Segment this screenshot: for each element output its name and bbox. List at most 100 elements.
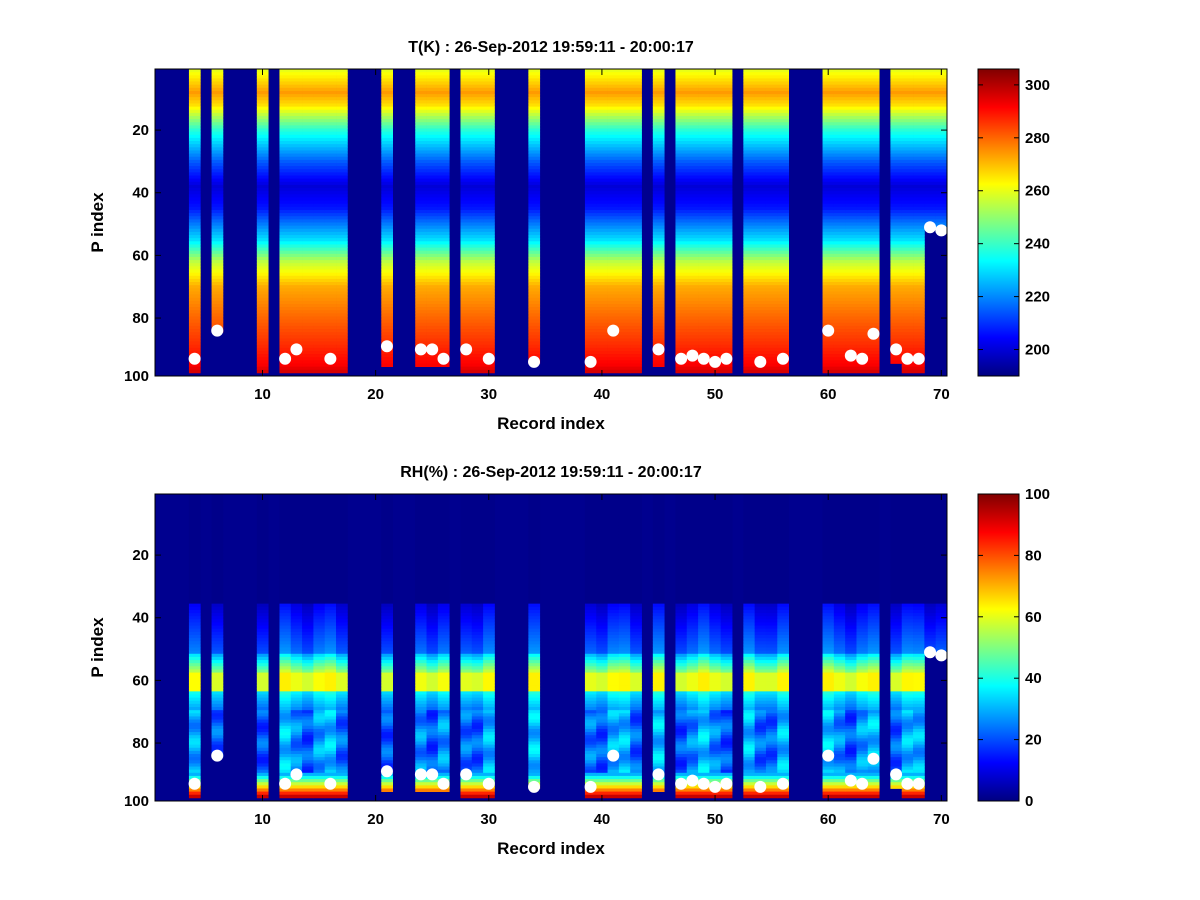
heatmap-cell	[302, 272, 314, 277]
heatmap-cell	[324, 90, 337, 95]
heatmap-cell	[698, 250, 710, 255]
heatmap-cell	[652, 250, 665, 255]
heatmap-cell	[302, 222, 314, 227]
heatmap-cell	[188, 616, 201, 620]
marker-point	[460, 343, 473, 356]
heatmap-cell	[188, 732, 201, 736]
heatmap-cell	[777, 144, 789, 148]
heatmap-cell	[381, 178, 393, 183]
heatmap-cell	[618, 303, 631, 308]
heatmap-cell	[935, 213, 947, 217]
heatmap-cell	[336, 672, 348, 677]
heatmap-cell	[381, 169, 393, 173]
heatmap-cell	[675, 231, 688, 236]
heatmap-cell	[652, 122, 665, 126]
heatmap-cell	[256, 575, 269, 579]
heatmap-cell	[913, 278, 925, 283]
heatmap-cell	[483, 260, 495, 264]
heatmap-cell	[437, 159, 450, 164]
profile-column	[471, 69, 484, 374]
heatmap-cell	[754, 228, 767, 233]
heatmap-cell	[381, 297, 393, 302]
heatmap-cell	[754, 112, 767, 117]
heatmap-cell	[596, 75, 608, 79]
heatmap-cell	[336, 285, 348, 289]
heatmap-cell	[856, 94, 869, 98]
heatmap-cell	[675, 322, 688, 327]
heatmap-cell	[630, 75, 642, 79]
heatmap-cell	[675, 137, 688, 142]
heatmap-cell	[336, 779, 348, 783]
heatmap-cell	[754, 263, 767, 267]
heatmap-cell	[256, 522, 269, 526]
heatmap-cell	[381, 584, 393, 589]
heatmap-cell	[675, 350, 688, 355]
heatmap-cell	[437, 162, 450, 167]
heatmap-cell	[607, 344, 620, 349]
heatmap-cell	[607, 87, 620, 92]
heatmap-cell	[720, 260, 733, 264]
heatmap-cell	[336, 782, 348, 786]
heatmap-cell	[211, 628, 224, 633]
heatmap-cell	[709, 122, 722, 126]
heatmap-cell	[686, 247, 699, 252]
heatmap-cell	[324, 350, 337, 355]
heatmap-cell	[720, 90, 733, 95]
heatmap-cell	[279, 741, 292, 746]
heatmap-cell	[279, 628, 292, 633]
heatmap-cell	[528, 181, 541, 186]
heatmap-cell	[822, 144, 835, 148]
heatmap-cell	[279, 666, 292, 670]
heatmap-cell	[584, 300, 597, 305]
heatmap-cell	[675, 297, 688, 302]
heatmap-cell	[924, 219, 937, 223]
heatmap-cell	[256, 332, 269, 336]
heatmap-cell	[256, 141, 269, 145]
heatmap-cell	[324, 556, 337, 561]
heatmap-cell	[188, 69, 201, 73]
heatmap-cell	[584, 247, 597, 252]
heatmap-cell	[935, 137, 947, 142]
heatmap-cell	[324, 628, 337, 633]
heatmap-cell	[483, 169, 495, 173]
heatmap-cell	[471, 269, 484, 274]
heatmap-cell	[652, 200, 665, 205]
heatmap-cell	[743, 144, 756, 148]
heatmap-cell	[867, 285, 880, 289]
heatmap-cell	[188, 141, 201, 145]
heatmap-cell	[618, 253, 631, 258]
heatmap-cell	[324, 619, 337, 623]
heatmap-cell	[256, 553, 269, 558]
heatmap-cell	[890, 125, 903, 129]
heatmap-cell	[290, 303, 303, 308]
heatmap-cell	[290, 209, 303, 214]
heatmap-cell	[675, 250, 688, 255]
heatmap-cell	[483, 275, 495, 280]
heatmap-cell	[302, 109, 314, 114]
heatmap-cell	[483, 112, 495, 117]
heatmap-cell	[720, 313, 733, 317]
heatmap-cell	[302, 69, 314, 73]
heatmap-cell	[652, 109, 665, 114]
heatmap-cell	[596, 134, 608, 139]
heatmap-cell	[618, 332, 631, 336]
heatmap-cell	[652, 147, 665, 151]
heatmap-cell	[913, 263, 925, 267]
heatmap-cell	[777, 94, 789, 98]
heatmap-cell	[324, 213, 337, 217]
heatmap-cell	[698, 119, 710, 123]
heatmap-cell	[765, 141, 778, 145]
heatmap-cell	[754, 128, 767, 133]
heatmap-cell	[833, 294, 846, 299]
heatmap-cell	[584, 231, 597, 236]
heatmap-cell	[211, 519, 224, 523]
heatmap-cell	[471, 219, 484, 223]
heatmap-cell	[528, 112, 541, 117]
heatmap-cell	[336, 609, 348, 614]
heatmap-cell	[279, 562, 292, 567]
heatmap-cell	[528, 347, 541, 352]
heatmap-cell	[460, 263, 473, 267]
heatmap-cell	[324, 747, 337, 752]
heatmap-cell	[867, 275, 880, 280]
heatmap-cell	[607, 72, 620, 76]
